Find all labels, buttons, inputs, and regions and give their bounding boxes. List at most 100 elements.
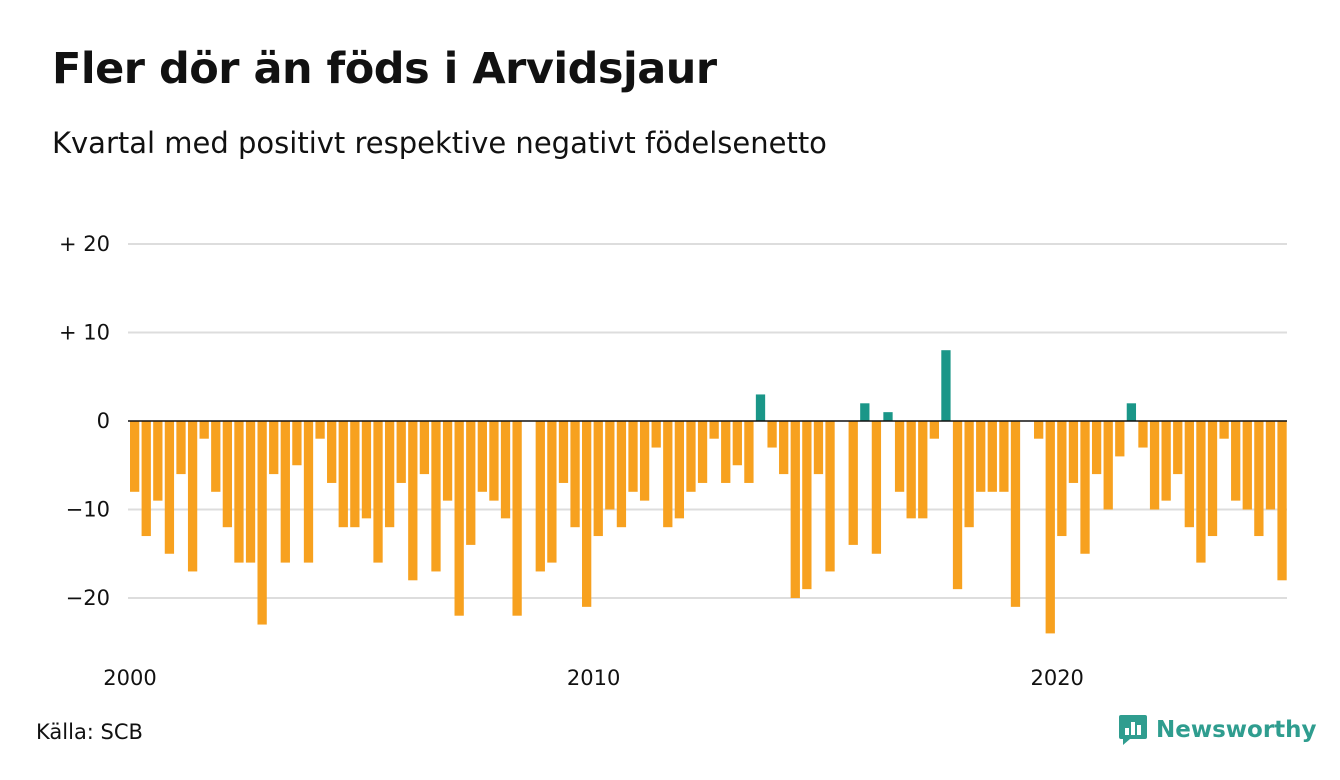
- bar: [929, 421, 939, 439]
- bar: [593, 421, 603, 537]
- bar: [570, 421, 580, 528]
- bar: [987, 421, 997, 492]
- y-tick-label: −10: [66, 498, 110, 522]
- bar: [616, 421, 627, 528]
- source-note: Källa: SCB: [36, 720, 143, 744]
- bar: [1161, 421, 1171, 501]
- brand-logo[interactable]: Newsworthy: [1118, 713, 1317, 747]
- bar: [767, 421, 777, 448]
- bar: [697, 421, 708, 483]
- bar: [280, 421, 290, 563]
- bar: [327, 421, 337, 483]
- brand-name: Newsworthy: [1156, 717, 1317, 743]
- bar: [813, 421, 824, 475]
- bar: [257, 421, 267, 625]
- y-axis-ticks: + 20 + 10 0 −10 −20: [59, 232, 110, 610]
- bar: [350, 421, 360, 528]
- bar: [1045, 421, 1055, 634]
- bar: [883, 412, 893, 421]
- bar: [315, 421, 325, 439]
- bar: [663, 421, 673, 528]
- bar: [1068, 421, 1079, 483]
- bar: [442, 421, 453, 501]
- bar: [1231, 421, 1241, 501]
- bar: [860, 403, 870, 421]
- y-tick-label: + 20: [59, 232, 110, 256]
- bar: [176, 421, 186, 475]
- chart-subtitle: Kvartal med positivt respektive negativt…: [52, 126, 827, 160]
- bar: [558, 421, 569, 483]
- bar: [674, 421, 685, 519]
- bar: [605, 421, 615, 510]
- bar: [779, 421, 789, 475]
- bar: [1184, 421, 1194, 528]
- bar: [1219, 421, 1229, 439]
- bar: [1115, 421, 1125, 457]
- bar: [361, 421, 372, 519]
- bar: [1173, 421, 1183, 475]
- x-tick-label: 2010: [567, 666, 620, 690]
- bar: [1080, 421, 1090, 554]
- bar: [894, 421, 905, 492]
- newsworthy-logo-icon: [1119, 715, 1147, 745]
- bar: [1057, 421, 1067, 537]
- bar: [964, 421, 974, 528]
- bar: [373, 421, 383, 563]
- bar: [245, 421, 256, 563]
- y-tick-label: −20: [66, 586, 110, 610]
- bar: [918, 421, 928, 519]
- bar: [1034, 421, 1044, 439]
- bar: [999, 421, 1009, 492]
- bar: [582, 421, 592, 607]
- bar: [790, 421, 800, 598]
- bar: [547, 421, 557, 563]
- bar: [431, 421, 441, 572]
- bar: [489, 421, 499, 501]
- bar: [744, 421, 754, 483]
- bar: [199, 421, 209, 439]
- bar: [1103, 421, 1113, 510]
- bar: [512, 421, 522, 616]
- x-axis-ticks: 2000 2010 2020: [103, 666, 1084, 690]
- bar: [871, 421, 882, 554]
- bar: [709, 421, 719, 439]
- bar: [906, 421, 916, 519]
- gridlines: [128, 243, 1287, 599]
- bar: [130, 421, 140, 492]
- bar: [732, 421, 742, 466]
- x-tick-label: 2020: [1030, 666, 1083, 690]
- bar: [303, 421, 314, 563]
- bar: [686, 421, 696, 492]
- bar: [292, 421, 302, 466]
- bar: [639, 421, 650, 501]
- bar: [477, 421, 487, 492]
- bar: [211, 421, 221, 492]
- bar: [651, 421, 661, 448]
- y-tick-label: 0: [97, 409, 110, 433]
- bar: [1138, 421, 1148, 448]
- bar: [952, 421, 963, 590]
- bar: [234, 421, 244, 563]
- bar: [396, 421, 406, 483]
- bar: [408, 421, 418, 581]
- bar: [419, 421, 430, 475]
- bar: [755, 394, 766, 421]
- bar: [1091, 421, 1102, 475]
- bar: [1265, 421, 1276, 510]
- x-tick-label: 2000: [103, 666, 156, 690]
- bar: [1010, 421, 1021, 607]
- bar: [1207, 421, 1218, 537]
- bar: [500, 421, 511, 519]
- bars: [130, 350, 1287, 634]
- bar: [802, 421, 812, 590]
- bar: [721, 421, 731, 483]
- bar: [164, 421, 175, 554]
- bar: [384, 421, 395, 528]
- bar: [454, 421, 464, 616]
- bar: [848, 421, 858, 545]
- y-tick-label: + 10: [59, 321, 110, 345]
- bar: [628, 421, 638, 492]
- bar: [187, 421, 198, 572]
- bar: [222, 421, 233, 528]
- bar: [466, 421, 476, 545]
